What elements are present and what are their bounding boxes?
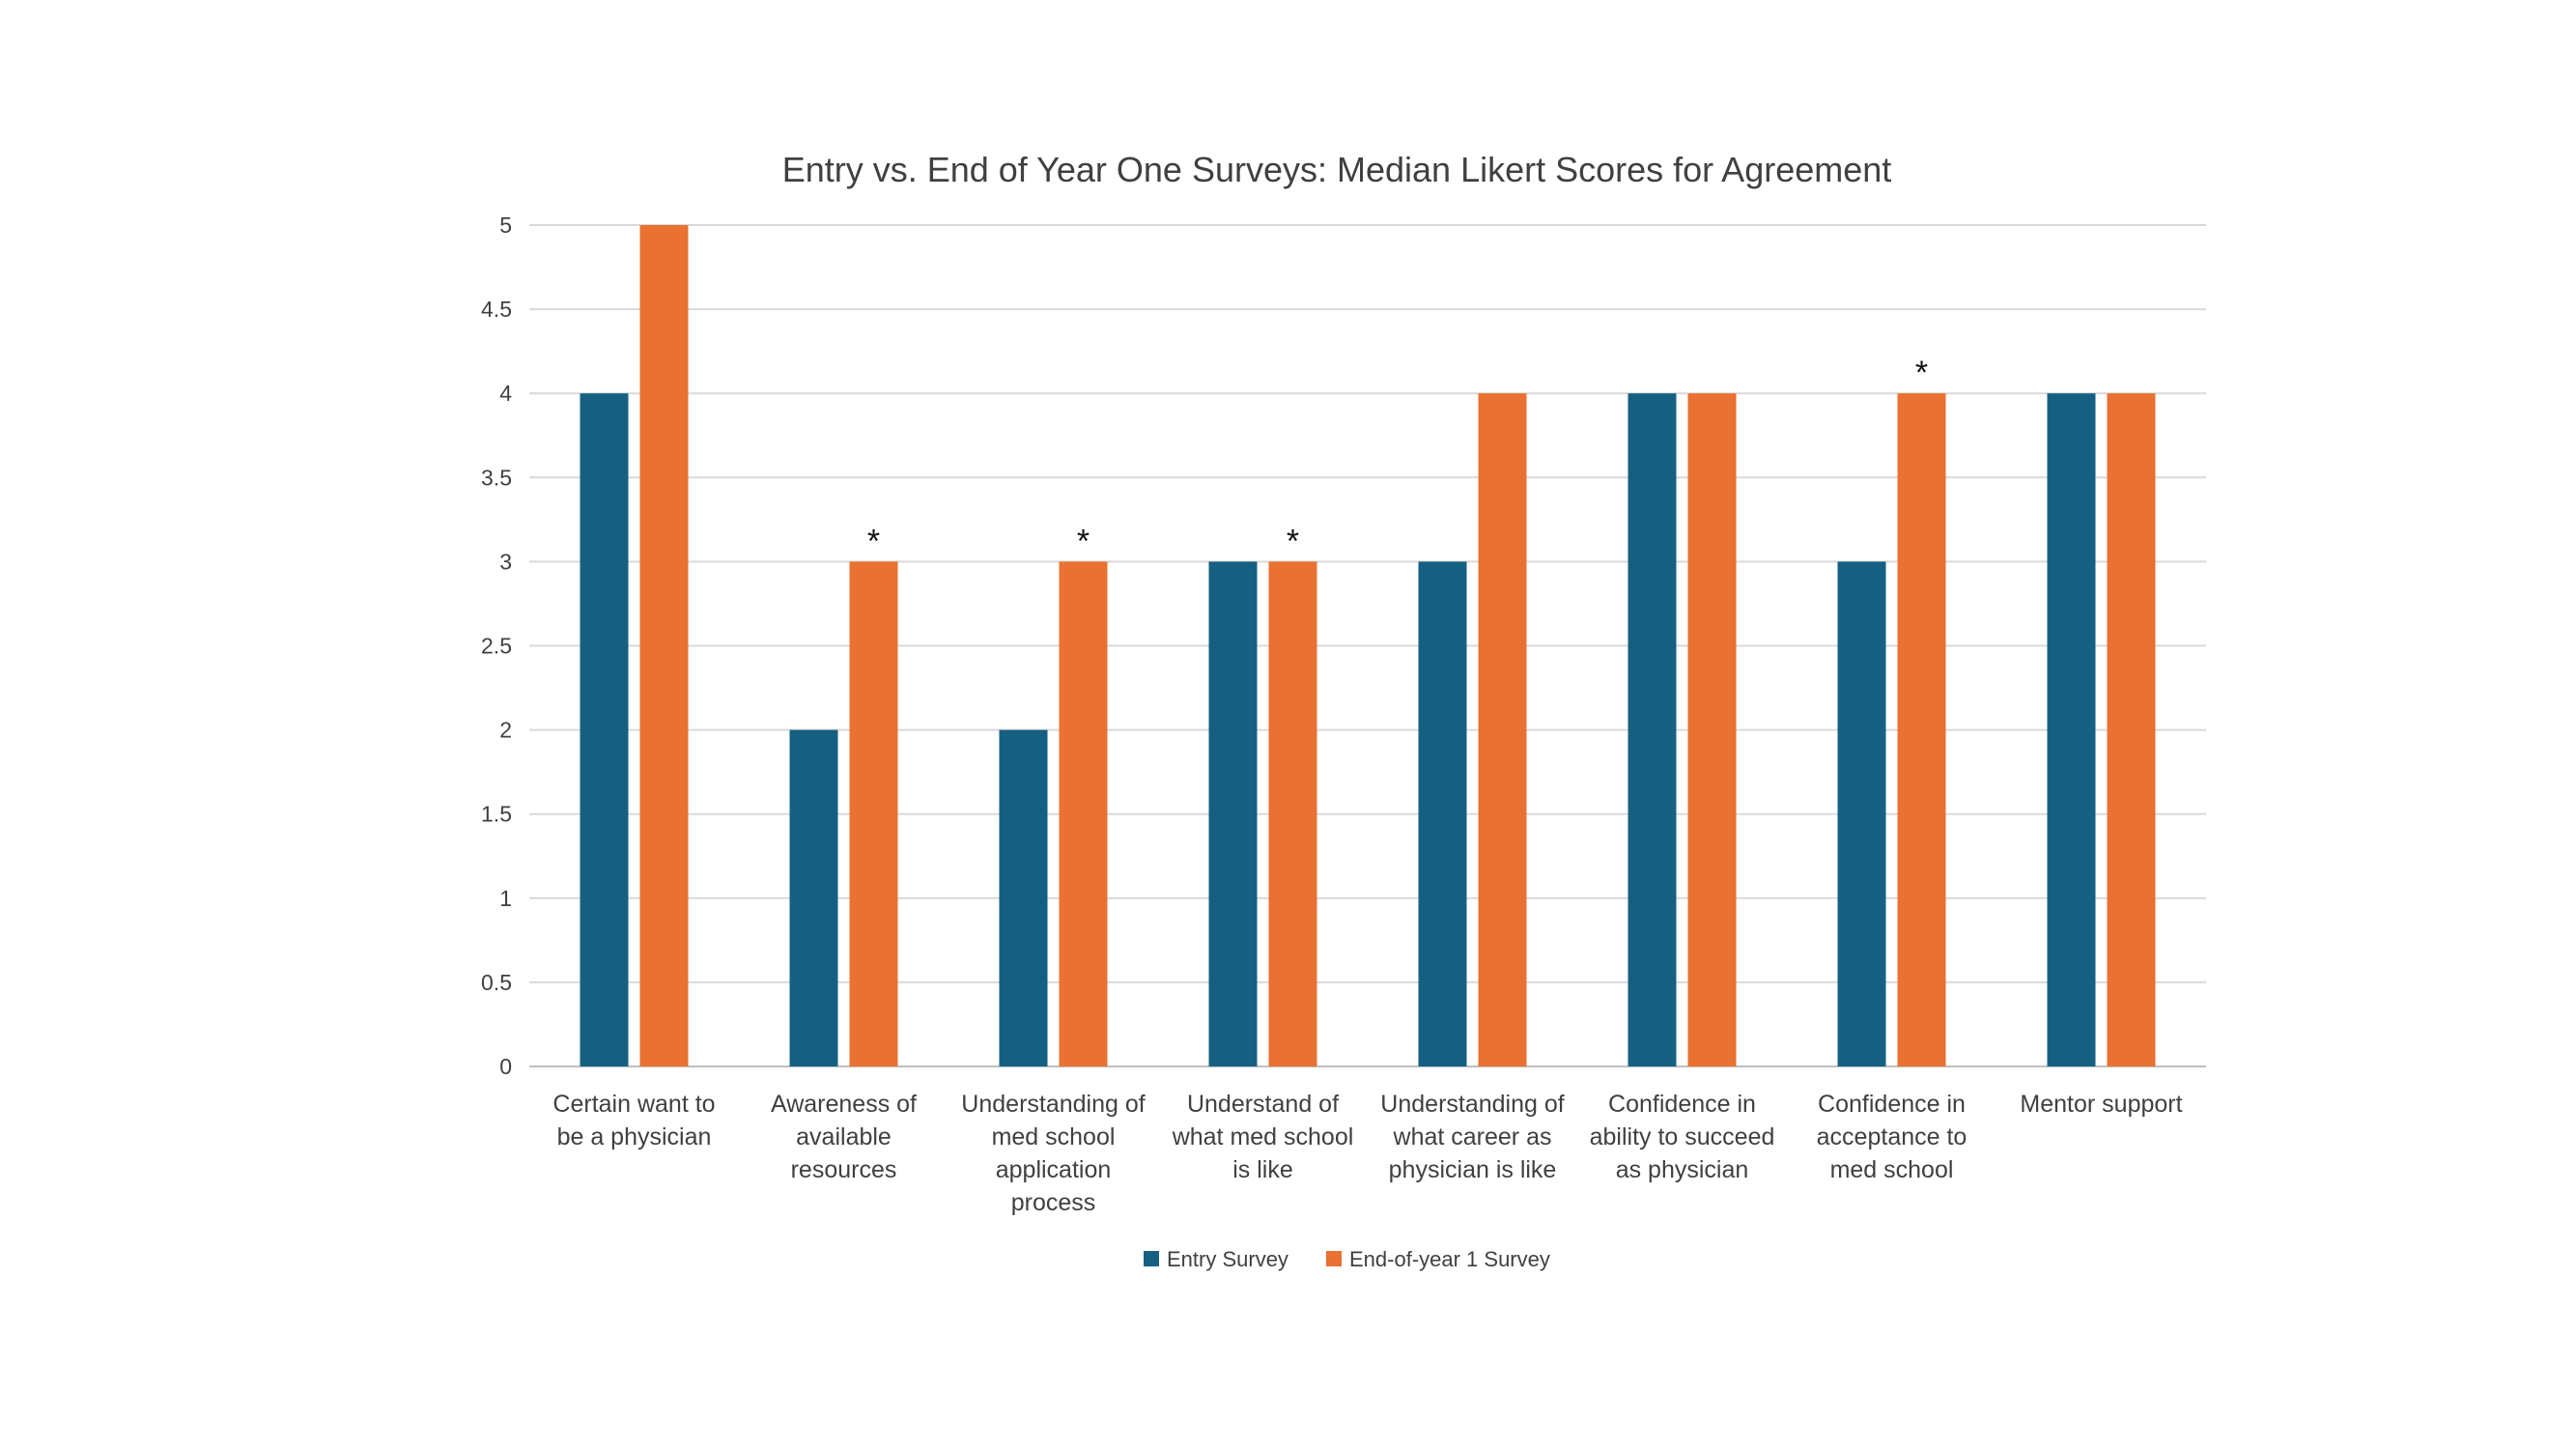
y-axis-ticks: 0 0.5 1 1.5 2 2.5 3 3.5 4 4.5 5 — [481, 213, 512, 1079]
legend-label: End-of-year 1 Survey — [1349, 1247, 1550, 1271]
x-category-line: Confidence in — [1818, 1091, 1966, 1118]
y-tick-label: 1 — [499, 886, 512, 911]
x-category-line: med school — [992, 1123, 1116, 1151]
bar-end-of-year-1 — [849, 561, 898, 1066]
x-category-line: resources — [791, 1156, 897, 1183]
y-tick-label: 0.5 — [481, 970, 512, 995]
legend-label: Entry Survey — [1167, 1247, 1288, 1271]
x-category-line: physician is like — [1389, 1156, 1557, 1183]
bar-entry-2 — [999, 729, 1048, 1066]
bar-entry-3 — [1208, 561, 1258, 1066]
x-category-line: as physician — [1616, 1156, 1749, 1183]
x-category-line: Understanding of — [1380, 1091, 1564, 1118]
x-category-line: application — [996, 1156, 1112, 1183]
y-tick-label: 2.5 — [481, 634, 512, 659]
bar-entry-6 — [1837, 561, 1886, 1066]
significance-marker: * — [1287, 523, 1299, 559]
x-category-line: what med school — [1172, 1123, 1354, 1151]
y-tick-label: 1.5 — [481, 802, 512, 827]
x-category-line: be a physician — [557, 1123, 712, 1151]
x-category-line: ability to succeed — [1590, 1123, 1775, 1151]
legend-swatch — [1144, 1251, 1159, 1266]
x-category-label: Confidence in acceptance to med school — [1817, 1091, 1967, 1183]
x-category-label: Understanding of what career as physician … — [1380, 1091, 1564, 1183]
x-category-line: acceptance to — [1817, 1123, 1967, 1151]
x-category-label: Mentor support — [2020, 1091, 2182, 1118]
bar-entry-7 — [2047, 393, 2096, 1066]
legend-swatch — [1326, 1251, 1342, 1266]
x-category-line: Confidence in — [1608, 1091, 1756, 1118]
bar-entry-5 — [1628, 393, 1677, 1066]
x-category-label: Understanding of med school application pro… — [961, 1091, 1145, 1216]
bar-entry-0 — [580, 393, 629, 1066]
chart-title: Entry vs. End of Year One Surveys: Media… — [782, 150, 1892, 189]
bar-end-of-year-2 — [1059, 561, 1108, 1066]
bar-entry-4 — [1418, 561, 1467, 1066]
significance-marker: * — [1077, 523, 1090, 559]
x-category-label: Certain want to be a physician — [552, 1091, 715, 1151]
x-category-line: what career as — [1393, 1123, 1552, 1151]
bar-end-of-year-3 — [1268, 561, 1317, 1066]
y-tick-label: 4.5 — [481, 297, 512, 322]
y-tick-label: 2 — [499, 718, 512, 743]
x-category-line: Understanding of — [961, 1091, 1145, 1118]
y-tick-label: 0 — [499, 1054, 512, 1079]
bar-end-of-year-5 — [1687, 393, 1737, 1066]
x-category-line: Mentor support — [2020, 1091, 2182, 1118]
bar-end-of-year-0 — [639, 225, 689, 1066]
y-tick-label: 5 — [499, 213, 512, 238]
bar-end-of-year-7 — [2107, 393, 2156, 1066]
bar-end-of-year-4 — [1478, 393, 1527, 1066]
bar-entry-1 — [789, 729, 838, 1066]
x-category-label: Understand of what med school is like — [1172, 1091, 1354, 1183]
x-category-line: Understand of — [1187, 1091, 1339, 1118]
y-tick-label: 3.5 — [481, 465, 512, 490]
annotations: * * * * — [867, 355, 1928, 559]
x-category-label: Awareness of available resources — [771, 1091, 917, 1183]
x-category-line: med school — [1830, 1156, 1954, 1183]
bars — [580, 225, 2156, 1066]
y-tick-label: 4 — [499, 381, 512, 406]
x-category-line: process — [1011, 1189, 1096, 1216]
gridlines — [529, 224, 2206, 1067]
x-axis-categories: Certain want to be a physician Awareness o… — [552, 1091, 2182, 1216]
x-category-line: Certain want to — [552, 1091, 715, 1118]
x-category-line: available — [796, 1123, 892, 1151]
x-category-line: is like — [1232, 1156, 1293, 1183]
y-tick-label: 3 — [499, 549, 512, 574]
significance-marker: * — [867, 523, 880, 559]
x-category-line: Awareness of — [771, 1091, 917, 1118]
significance-marker: * — [1915, 355, 1928, 391]
legend: Entry Survey End-of-year 1 Survey — [1144, 1247, 1550, 1271]
bar-end-of-year-6 — [1897, 393, 1946, 1066]
x-category-label: Confidence in ability to succeed as physic… — [1590, 1091, 1775, 1183]
